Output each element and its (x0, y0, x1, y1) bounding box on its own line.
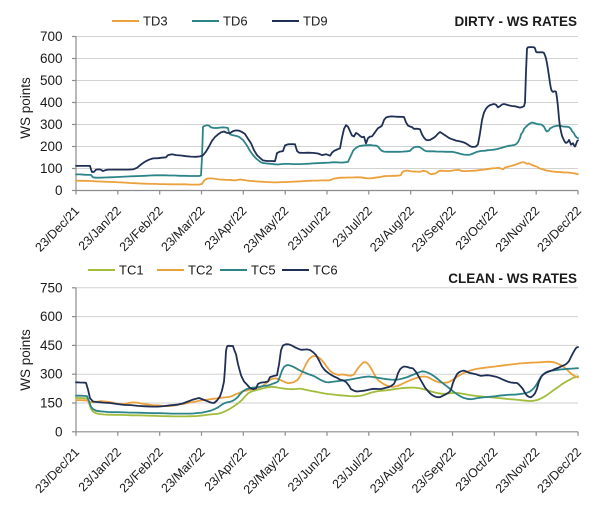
svg-text:0: 0 (55, 183, 63, 198)
svg-text:WS points: WS points (18, 77, 33, 139)
svg-text:TC5: TC5 (251, 263, 276, 278)
svg-text:CLEAN - WS RATES: CLEAN - WS RATES (448, 271, 577, 286)
svg-text:WS points: WS points (18, 329, 33, 391)
svg-text:300: 300 (40, 367, 63, 382)
svg-text:TD6: TD6 (223, 14, 248, 29)
svg-text:TD3: TD3 (143, 14, 168, 29)
svg-text:700: 700 (40, 29, 63, 44)
svg-text:600: 600 (40, 309, 63, 324)
svg-text:TC2: TC2 (188, 263, 213, 278)
svg-text:200: 200 (40, 139, 63, 154)
svg-text:750: 750 (40, 280, 63, 295)
svg-text:300: 300 (40, 117, 63, 132)
svg-text:150: 150 (40, 396, 63, 411)
svg-text:DIRTY - WS RATES: DIRTY - WS RATES (454, 14, 577, 29)
svg-text:450: 450 (40, 338, 63, 353)
svg-text:0: 0 (55, 424, 63, 439)
svg-text:100: 100 (40, 161, 63, 176)
svg-text:TC6: TC6 (313, 263, 338, 278)
svg-text:TD9: TD9 (303, 14, 328, 29)
svg-text:TC1: TC1 (119, 263, 144, 278)
svg-text:500: 500 (40, 73, 63, 88)
svg-text:600: 600 (40, 51, 63, 66)
svg-text:400: 400 (40, 95, 63, 110)
